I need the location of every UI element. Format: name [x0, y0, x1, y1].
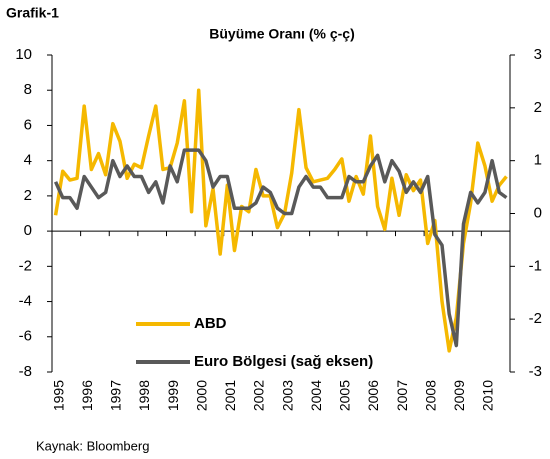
y-tick-label: 2 [24, 187, 32, 204]
x-tick-label: 1996 [79, 380, 95, 411]
legend-label: Euro Bölgesi (sağ eksen) [194, 353, 373, 370]
series-line [53, 148, 508, 348]
y-tick-label: -2 [19, 257, 32, 274]
y2-tick-label: -2 [529, 310, 542, 327]
x-tick-label: 2006 [365, 380, 381, 411]
series-line [53, 88, 508, 353]
y-tick-label: 10 [15, 46, 32, 63]
x-tick-label: 2000 [193, 380, 209, 411]
y2-tick-label: -1 [529, 257, 542, 274]
y-tick-label: 0 [24, 222, 32, 239]
y2-tick-label: -3 [529, 363, 542, 380]
x-tick-label: 2008 [422, 380, 438, 411]
x-tick-label: 2004 [308, 380, 324, 411]
y2-tick-label: 0 [534, 204, 542, 221]
chart-title: Büyüme Oranı (% ç-ç) [209, 26, 354, 42]
x-tick-label: 2002 [251, 380, 267, 411]
y2-tick-label: 3 [534, 46, 542, 63]
x-tick-label: 1999 [165, 380, 181, 411]
x-tick-label: 1998 [136, 380, 152, 411]
x-tick-label: 2005 [337, 380, 353, 411]
x-tick-label: 2009 [451, 380, 467, 411]
y-tick-label: 4 [24, 152, 32, 169]
y-tick-label: 8 [24, 81, 32, 98]
y-tick-label: -6 [19, 328, 32, 345]
x-tick-label: 2003 [279, 380, 295, 411]
x-tick-label: 1995 [50, 380, 66, 411]
legend-label: ABD [194, 315, 227, 332]
y2-tick-label: 1 [534, 152, 542, 169]
y-tick-label: -4 [19, 293, 32, 310]
source: Kaynak: Bloomberg [36, 438, 149, 453]
y-tick-label: 6 [24, 116, 32, 133]
x-tick-label: 2007 [394, 380, 410, 411]
x-tick-label: 2001 [222, 380, 238, 411]
y2-tick-label: 2 [534, 99, 542, 116]
y-tick-label: -8 [19, 363, 32, 380]
chart-label: Grafik-1 [6, 5, 59, 21]
x-tick-label: 1997 [108, 380, 124, 411]
x-tick-label: 2010 [480, 380, 496, 411]
